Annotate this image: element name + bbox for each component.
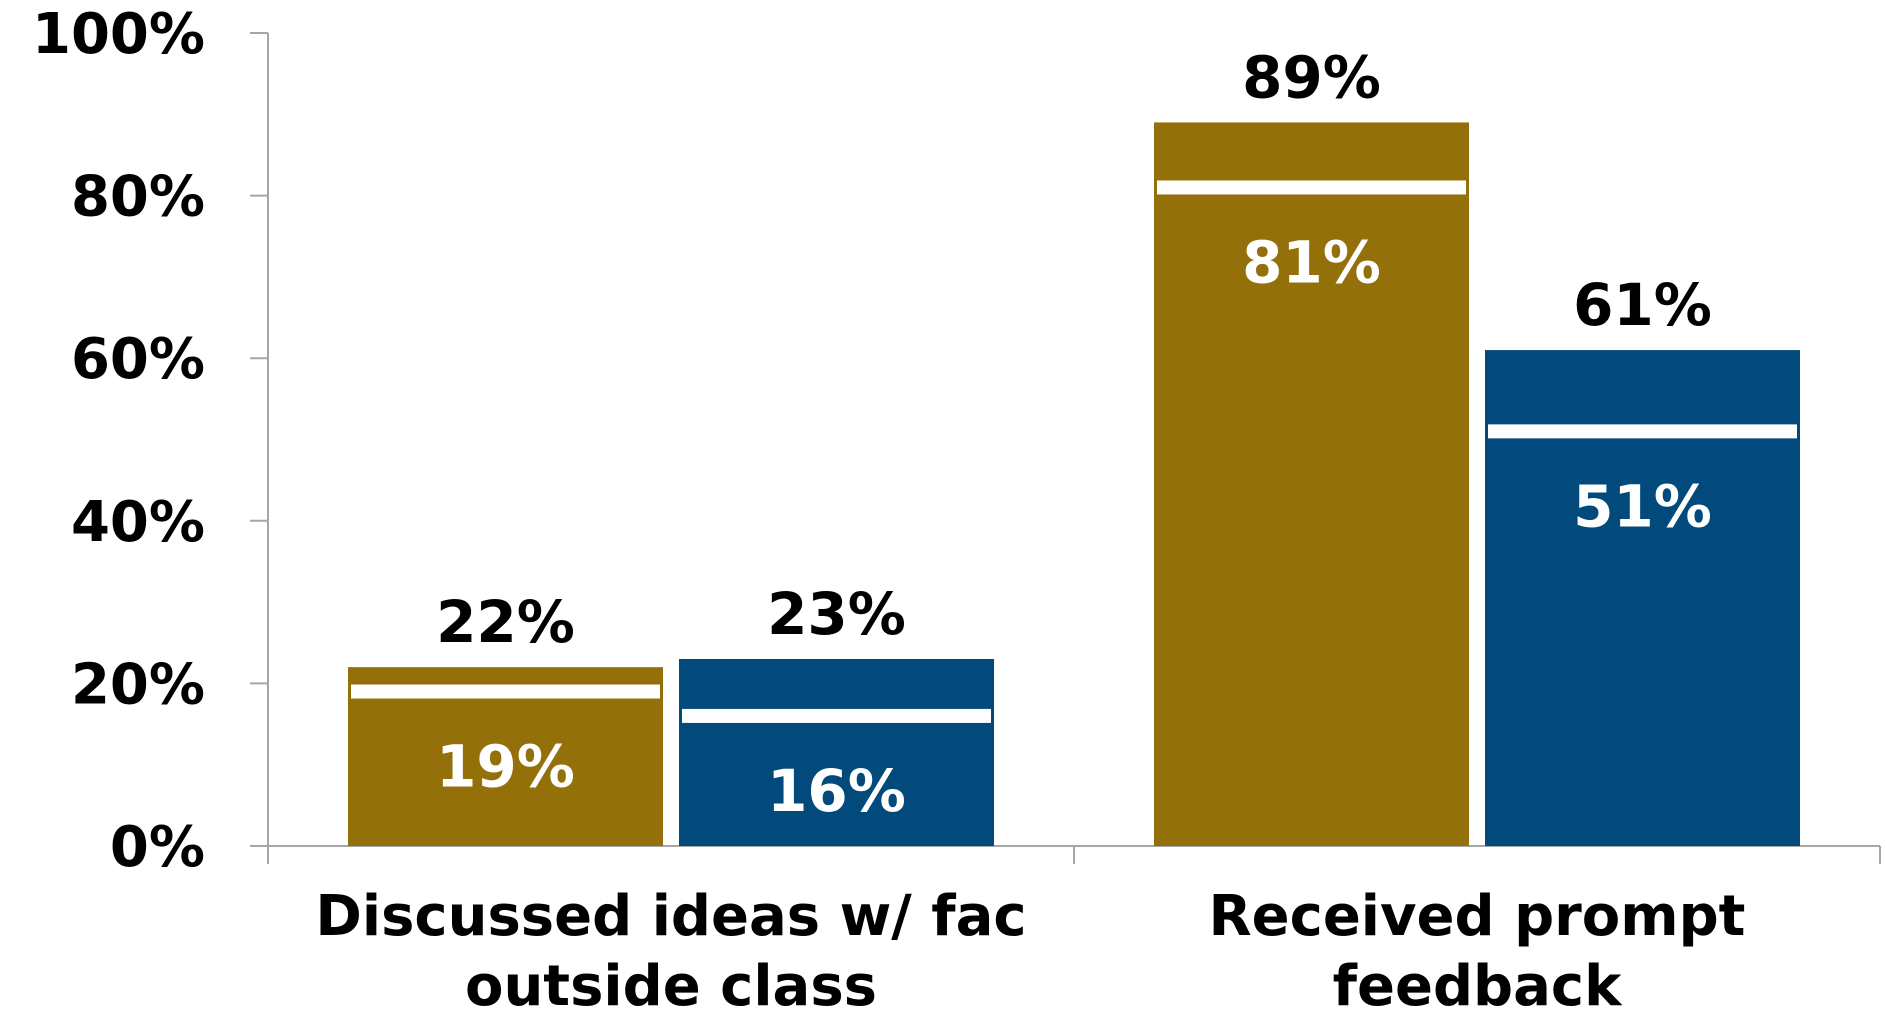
bar-marker-label: 19% bbox=[436, 733, 575, 801]
bar-marker-label: 16% bbox=[767, 757, 906, 825]
bar-marker-line bbox=[1488, 424, 1797, 439]
bars bbox=[348, 122, 1800, 847]
bar-marker-line bbox=[351, 684, 660, 699]
bar-marker-label: 51% bbox=[1573, 472, 1712, 540]
bar-value-label: 23% bbox=[767, 580, 906, 648]
bar bbox=[679, 659, 994, 846]
y-tick-label: 80% bbox=[71, 165, 205, 230]
y-tick-label: 20% bbox=[71, 652, 205, 717]
bar-marker-label: 81% bbox=[1242, 228, 1381, 296]
bar-marker-line bbox=[1157, 180, 1466, 195]
bar-value-label: 61% bbox=[1573, 271, 1712, 339]
bar bbox=[1154, 122, 1469, 847]
x-category-label: outside class bbox=[465, 954, 877, 1019]
x-category-label: Discussed ideas w/ fac bbox=[315, 884, 1026, 949]
y-tick-label: 100% bbox=[32, 2, 205, 67]
value-labels: 22% 19% 89% 81% 23% 16% 61% 51% bbox=[436, 43, 1712, 824]
bar-value-label: 89% bbox=[1242, 43, 1381, 111]
y-axis: 0% 20% 40% 60% 80% 100% bbox=[32, 2, 269, 880]
x-category-label: feedback bbox=[1333, 954, 1623, 1019]
bar-marker-line bbox=[682, 708, 991, 723]
x-category-label: Received prompt bbox=[1209, 884, 1746, 949]
y-tick-label: 60% bbox=[71, 327, 205, 392]
bar-value-label: 22% bbox=[436, 588, 575, 656]
y-tick-label: 40% bbox=[71, 490, 205, 555]
y-tick-label: 0% bbox=[110, 815, 205, 880]
